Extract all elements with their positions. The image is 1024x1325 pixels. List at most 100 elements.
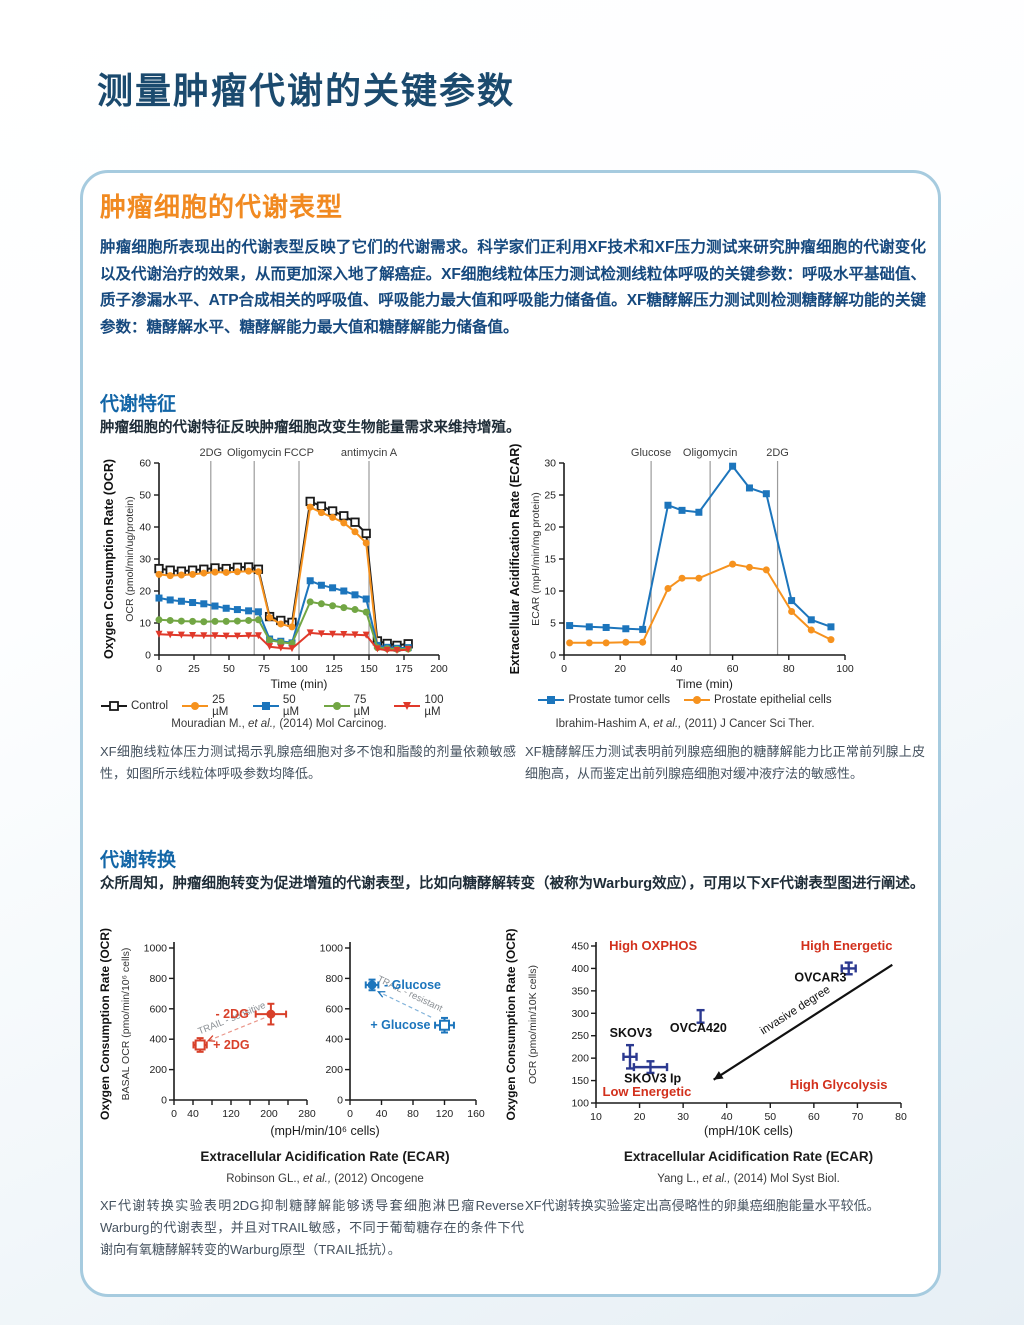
series-Prostate epithelial cells [566,560,835,647]
marker-square-open [350,517,360,527]
marker-triangle-down [177,631,185,639]
marker-triangle-down [317,630,325,638]
marker-circle [340,604,348,612]
marker-circle [266,1009,276,1019]
legend-label: 50 µM [282,694,300,718]
legend-item: 75 µM [323,694,381,718]
svg-text:0: 0 [161,1095,167,1107]
glyco-stress-svg: Glucose Oligomycin 2DG 0 20 40 60 80 100 0 5 10 15 20… [508,444,854,691]
marker-square [762,490,770,498]
marker-square [306,577,314,585]
svg-text:25: 25 [188,663,200,675]
point-label: + Glucose [370,1018,430,1032]
svg-text:100: 100 [836,663,854,675]
marker-square [211,602,219,610]
marker-square-open [339,511,349,521]
legend-item: 50 µM [252,694,310,718]
marker-circle [329,513,337,521]
marker-circle [695,574,703,582]
marker-triangle-down [166,631,174,639]
marker-circle [222,617,230,625]
svg-text:160: 160 [467,1108,485,1120]
svg-text:125: 125 [325,663,343,675]
trail-xaxis-title: Extracellular Acidification Rate (ECAR) [200,1149,450,1164]
legend-label: Control [131,700,169,712]
marker-triangle-down [200,632,208,640]
svg-text:150: 150 [360,663,378,675]
mito-chart-legend: Control 25 µM 50 µM 75 µM 100 µM [101,694,457,718]
marker-circle [788,607,796,615]
svg-text:200: 200 [430,663,448,675]
legend-label: Prostate tumor cells [568,694,670,706]
svg-text:1000: 1000 [144,943,168,955]
marker-triangle-down [266,643,274,651]
marker-circle [362,539,370,547]
glyco-chart-citation: Ibrahim-Hashim A, et al., (2011) J Cance… [555,718,815,730]
svg-text:10: 10 [590,1111,602,1123]
marker-square [622,625,630,633]
svg-text:5: 5 [550,618,556,630]
injection-event-label: Oligomycin [683,447,737,459]
svg-text:60: 60 [139,458,151,470]
legend-marker-icon [538,696,565,704]
marker-circle [277,638,285,646]
svg-text:15: 15 [544,554,556,566]
quadrant-label: High Energetic [801,938,893,953]
legend-item: Control [101,700,168,712]
quadrant-label: High OXPHOS [609,938,697,953]
marker-square [729,462,737,470]
marker-circle [362,608,370,616]
legend-label: 25 µM [212,694,229,718]
svg-text:600: 600 [325,1003,343,1015]
svg-text:300: 300 [571,1008,589,1020]
marker-square [788,597,796,605]
marker-circle [317,509,325,517]
svg-text:120: 120 [436,1108,454,1120]
marker-circle [306,503,314,511]
svg-text:25: 25 [544,490,556,502]
shift-arrow [378,991,432,1018]
svg-text:40: 40 [671,663,683,675]
marker-circle [745,563,753,571]
ovarian-phenogram-svg: 10 20 30 40 50 60 70 80 100 150 200 250 300 350 400 450… [504,928,907,1123]
legend-marker-icon [101,701,127,711]
pheno-xaxis-title: Extracellular Acidification Rate (ECAR) [623,1149,874,1164]
marker-triangle-down [211,632,219,640]
marker-square [329,584,337,592]
marker-triangle-down [233,632,241,640]
legend-item: 100 µM [394,694,457,718]
marker-triangle-down [222,632,230,640]
svg-text:20: 20 [544,522,556,534]
ovarian-phenogram-chart: 10 20 30 40 50 60 70 80 100 150 200 250 300 350 400 450… [503,928,923,1123]
legend-marker-icon [684,696,710,704]
legend-marker-icon [182,702,209,710]
marker-square-open [327,506,338,516]
marker-square [362,595,370,603]
page-title: 测量肿瘤代谢的关键参数 [97,70,516,111]
svg-text:80: 80 [407,1108,419,1120]
marker-circle [155,570,163,578]
point-label: - Glucose [384,978,441,992]
svg-text:450: 450 [571,941,589,953]
injection-event-label: antimycin A [341,447,398,459]
glyco-stress-chart: Glucose Oligomycin 2DG 0 20 40 60 80 100 0 5 10 15 20… [507,444,863,695]
marker-triangle-down [329,630,337,638]
marker-circle [329,602,337,610]
svg-text:600: 600 [149,1003,167,1015]
point-label: SKOV3 Ip [624,1071,681,1085]
marker-circle [211,617,219,625]
marker-square [602,623,610,631]
injection-event-label: Glucose [631,447,671,459]
svg-text:60: 60 [808,1111,820,1123]
pheno-xaxis-unit: (mpH/10K cells) [704,1124,793,1138]
svg-text:40: 40 [139,522,151,534]
svg-text:20: 20 [139,586,151,598]
svg-text:200: 200 [571,1053,589,1065]
marker-square [261,702,270,710]
marker-square [807,616,815,624]
svg-text:40: 40 [187,1108,199,1120]
marker-circle [266,636,274,644]
marker-circle [191,702,200,710]
marker-square [695,508,703,516]
